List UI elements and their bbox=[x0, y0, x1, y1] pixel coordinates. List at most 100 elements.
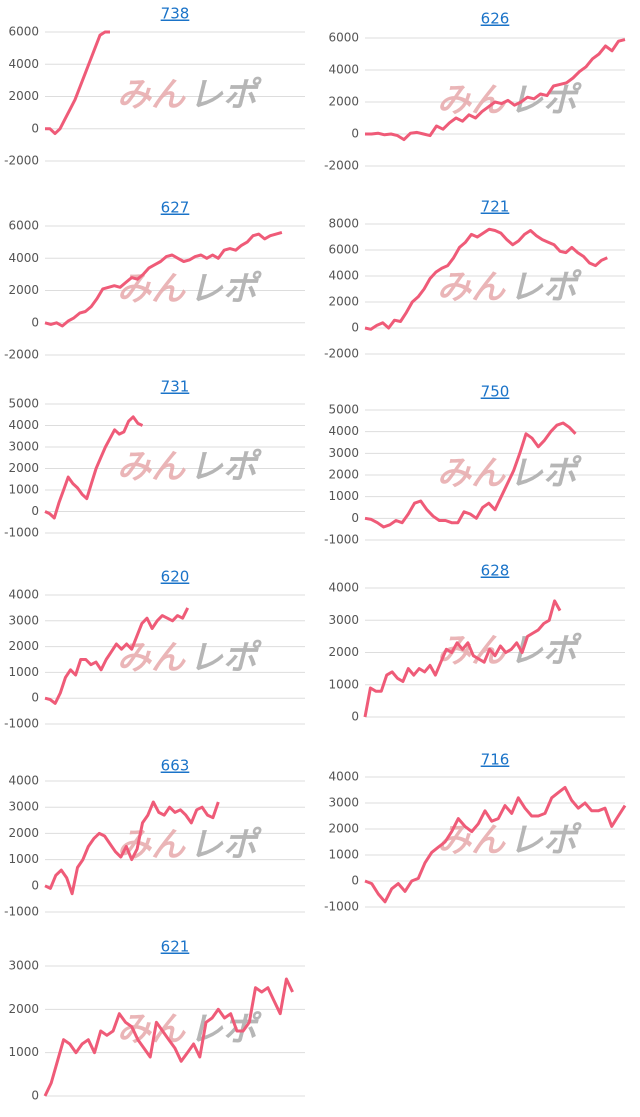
y-tick-label: 4000 bbox=[328, 424, 359, 438]
y-tick-label: 2000 bbox=[328, 95, 359, 109]
y-tick-label: 3000 bbox=[328, 796, 359, 810]
data-line bbox=[364, 785, 627, 904]
y-tick-label: 2000 bbox=[8, 826, 39, 840]
chart-title[interactable]: 627 bbox=[161, 199, 190, 217]
watermark: みん bbox=[117, 447, 186, 487]
y-tick-label: 1000 bbox=[8, 483, 39, 497]
y-tick-label: 0 bbox=[351, 710, 359, 724]
y-tick-label: 3000 bbox=[8, 440, 39, 454]
chart-title[interactable]: 621 bbox=[161, 938, 190, 956]
y-tick-label: 0 bbox=[31, 315, 39, 329]
y-tick-label: 4000 bbox=[8, 251, 39, 265]
y-tick-label: 0 bbox=[351, 127, 359, 141]
chart-title[interactable]: 628 bbox=[481, 562, 510, 580]
data-line bbox=[43, 977, 294, 1097]
y-tick-label: 3000 bbox=[8, 613, 39, 627]
y-tick-label: 3000 bbox=[8, 959, 39, 973]
y-tick-label: -1000 bbox=[4, 717, 39, 731]
chart-title[interactable]: 716 bbox=[481, 751, 510, 769]
y-tick-label: -2000 bbox=[4, 154, 39, 168]
watermark: みん bbox=[437, 454, 506, 494]
y-tick-label: 6000 bbox=[328, 243, 359, 257]
y-tick-label: 0 bbox=[351, 511, 359, 525]
watermark: レポ bbox=[189, 825, 262, 865]
data-line bbox=[364, 421, 577, 529]
chart-title[interactable]: 721 bbox=[481, 198, 510, 216]
y-tick-label: 4000 bbox=[328, 269, 359, 283]
data-line bbox=[363, 599, 562, 718]
y-tick-label: 0 bbox=[31, 691, 39, 705]
y-tick-label: 0 bbox=[351, 874, 359, 888]
watermark: みん bbox=[437, 81, 506, 121]
chart-title[interactable]: 626 bbox=[481, 10, 510, 28]
y-tick-label: 2000 bbox=[8, 639, 39, 653]
y-tick-label: 4000 bbox=[328, 63, 359, 77]
y-tick-label: 4000 bbox=[8, 774, 39, 788]
y-tick-label: 0 bbox=[31, 121, 39, 135]
y-tick-label: 0 bbox=[31, 878, 39, 892]
watermark: みん bbox=[437, 821, 506, 861]
y-tick-label: 2000 bbox=[328, 645, 359, 659]
y-tick-label: 4000 bbox=[8, 57, 39, 71]
y-tick-label: 4000 bbox=[328, 770, 359, 784]
watermark: レポ bbox=[189, 447, 262, 487]
y-tick-label: 0 bbox=[31, 504, 39, 518]
watermark: レポ bbox=[189, 269, 262, 309]
y-tick-label: 3000 bbox=[328, 613, 359, 627]
watermark: みん bbox=[117, 825, 186, 865]
y-tick-label: 6000 bbox=[328, 31, 359, 45]
y-tick-label: -1000 bbox=[324, 533, 359, 547]
y-tick-label: 4000 bbox=[8, 418, 39, 432]
data-line bbox=[44, 607, 190, 705]
y-tick-label: 2000 bbox=[8, 283, 39, 297]
watermark: みん bbox=[117, 75, 186, 115]
y-tick-label: -2000 bbox=[4, 348, 39, 362]
data-line bbox=[364, 227, 608, 331]
chart-title[interactable]: 750 bbox=[481, 383, 510, 401]
y-tick-label: -1000 bbox=[4, 526, 39, 540]
y-tick-label: 2000 bbox=[328, 468, 359, 482]
watermark: レポ bbox=[509, 268, 582, 308]
y-tick-label: 1000 bbox=[328, 848, 359, 862]
y-tick-label: 1000 bbox=[8, 665, 39, 679]
watermark: レポ bbox=[189, 75, 262, 115]
data-line bbox=[45, 30, 110, 136]
chart-title[interactable]: 620 bbox=[161, 568, 190, 586]
y-tick-label: -1000 bbox=[324, 900, 359, 914]
y-tick-label: 3000 bbox=[8, 800, 39, 814]
data-line bbox=[44, 230, 283, 328]
data-line bbox=[44, 800, 220, 896]
y-tick-label: 0 bbox=[31, 1089, 39, 1103]
watermark: レポ bbox=[509, 81, 582, 121]
y-tick-label: -1000 bbox=[4, 905, 39, 919]
y-tick-label: 2000 bbox=[8, 89, 39, 103]
chart-title[interactable]: 738 bbox=[161, 5, 190, 23]
y-tick-label: -2000 bbox=[324, 159, 359, 173]
y-tick-label: 2000 bbox=[8, 461, 39, 475]
y-tick-label: 3000 bbox=[328, 446, 359, 460]
watermark: レポ bbox=[189, 638, 262, 678]
y-tick-label: 0 bbox=[351, 321, 359, 335]
y-tick-label: 2000 bbox=[328, 822, 359, 836]
watermark: みん bbox=[437, 268, 506, 308]
data-line bbox=[365, 38, 626, 142]
watermark: レポ bbox=[509, 454, 582, 494]
y-tick-label: 1000 bbox=[328, 489, 359, 503]
y-tick-label: 5000 bbox=[8, 397, 39, 411]
y-tick-label: -2000 bbox=[324, 347, 359, 361]
data-line bbox=[44, 415, 144, 520]
chart-title[interactable]: 663 bbox=[161, 757, 190, 775]
y-tick-label: 4000 bbox=[328, 581, 359, 595]
y-tick-label: 5000 bbox=[328, 403, 359, 417]
chart-title[interactable]: 731 bbox=[161, 378, 190, 396]
y-tick-label: 1000 bbox=[8, 852, 39, 866]
watermark: レポ bbox=[509, 821, 582, 861]
y-tick-label: 6000 bbox=[8, 25, 39, 39]
y-tick-label: 2000 bbox=[328, 295, 359, 309]
y-tick-label: 8000 bbox=[328, 217, 359, 231]
y-tick-label: 1000 bbox=[8, 1045, 39, 1059]
watermark: みん bbox=[117, 269, 186, 309]
y-tick-label: 4000 bbox=[8, 588, 39, 602]
y-tick-label: 1000 bbox=[328, 677, 359, 691]
